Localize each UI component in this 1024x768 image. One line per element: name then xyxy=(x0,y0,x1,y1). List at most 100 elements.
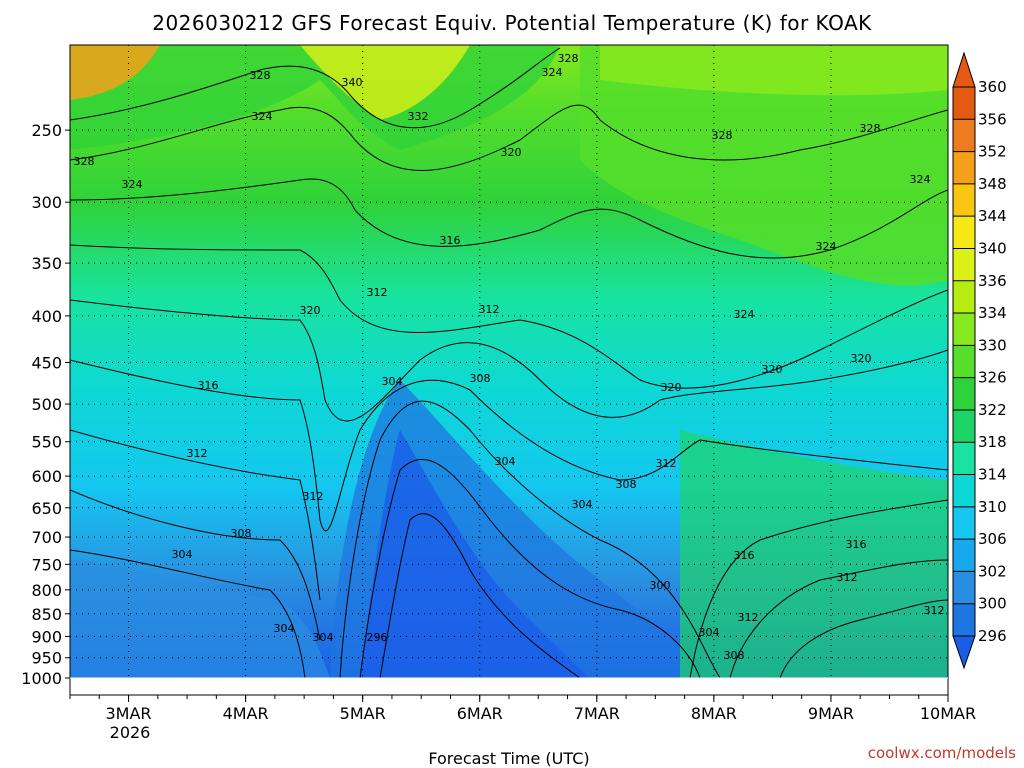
contour-label: 304 xyxy=(495,455,516,468)
x-tick-label: 5MAR xyxy=(340,704,386,723)
contour-label: 320 xyxy=(300,304,321,317)
colorbar-swatch xyxy=(953,248,975,281)
colorbar-swatch xyxy=(953,377,975,410)
y-tick-label: 500 xyxy=(31,395,62,414)
x-tick-label: 9MAR xyxy=(808,704,854,723)
colorbar-label: 360 xyxy=(978,78,1007,96)
colorbar-swatch xyxy=(953,474,975,507)
colorbar-label: 356 xyxy=(978,110,1007,128)
contour-label: 300 xyxy=(650,579,671,592)
colorbar-label: 306 xyxy=(978,530,1007,548)
x-tick-label: 8MAR xyxy=(691,704,737,723)
contour-label: 312 xyxy=(303,490,324,503)
contour-label: 328 xyxy=(74,155,95,168)
colorbar-label: 344 xyxy=(978,207,1007,225)
colorbar-swatch xyxy=(953,345,975,378)
hot-upper-left-region xyxy=(70,45,160,100)
colorbar-label: 318 xyxy=(978,433,1007,451)
colorbar-swatch xyxy=(953,539,975,572)
contour-label: 296 xyxy=(367,631,388,644)
contour-label: 312 xyxy=(187,447,208,460)
contour-lines xyxy=(70,47,948,678)
contour-label: 332 xyxy=(408,110,429,123)
contour-label: 312 xyxy=(367,286,388,299)
colorbar-label: 300 xyxy=(978,595,1007,613)
contour-label: 316 xyxy=(198,379,219,392)
contour-label: 316 xyxy=(440,234,461,247)
contour-label: 304 xyxy=(274,622,295,635)
late-low-region xyxy=(680,430,948,678)
contour-label: 340 xyxy=(342,76,363,89)
chart-title: 2026030212 GFS Forecast Equiv. Potential… xyxy=(152,11,872,35)
y-tick-label: 450 xyxy=(31,353,62,372)
contour-label: 304 xyxy=(382,375,403,388)
grid-lines xyxy=(70,45,949,678)
contour-label: 324 xyxy=(816,240,837,253)
x-tick-label: 6MAR xyxy=(457,704,503,723)
colorbar-label: 310 xyxy=(978,498,1007,516)
colorbar-max-arrow xyxy=(952,51,976,88)
y-tick-label: 900 xyxy=(31,627,62,646)
y-tick-label: 700 xyxy=(31,528,62,547)
contour-label: 304 xyxy=(572,498,593,511)
contour-label: 312 xyxy=(656,457,677,470)
y-tick-label: 750 xyxy=(31,555,62,574)
contour-label: 308 xyxy=(724,649,745,662)
contour-label: 316 xyxy=(734,549,755,562)
contour-label: 320 xyxy=(501,146,522,159)
contour-label: 328 xyxy=(250,69,271,82)
contour-label: 312 xyxy=(924,604,945,617)
contour-label: 324 xyxy=(252,110,273,123)
colorbar-swatch xyxy=(953,571,975,604)
contour-label: 304 xyxy=(313,631,334,644)
colorbar-swatch xyxy=(953,506,975,540)
contour-label: 320 xyxy=(762,363,783,376)
contour-label: 316 xyxy=(846,538,867,551)
colorbar-label: 302 xyxy=(978,562,1007,580)
colorbar: 360 356 352 348 344 340 336 334 330 326 322 318 314 3… xyxy=(952,51,1007,670)
y-tick-label: 300 xyxy=(31,193,62,212)
hot-upper-mid-region xyxy=(300,45,470,120)
y-tick-label: 1000 xyxy=(21,669,62,688)
contour-label: 308 xyxy=(616,478,637,491)
contour-label: 312 xyxy=(479,303,500,316)
contour-label: 324 xyxy=(734,308,755,321)
coldest-air-region xyxy=(360,430,590,678)
x-axis-year-label: 2026 xyxy=(110,723,151,742)
colorbar-swatch xyxy=(953,151,975,184)
colorbar-swatch xyxy=(953,119,975,152)
colorbar-min-arrow xyxy=(952,635,976,670)
contour-label: 308 xyxy=(231,527,252,540)
y-tick-label: 650 xyxy=(31,499,62,518)
contour-label: 304 xyxy=(172,548,193,561)
colorbar-label: 352 xyxy=(978,143,1007,161)
y-tick-label: 550 xyxy=(31,433,62,452)
credit-text: coolwx.com/models xyxy=(868,744,1016,762)
colorbar-label: 336 xyxy=(978,272,1007,290)
contour-label: 324 xyxy=(542,66,563,79)
x-tick-label: 7MAR xyxy=(574,704,620,723)
y-tick-label: 600 xyxy=(31,467,62,486)
colorbar-swatch xyxy=(953,280,975,314)
y-tick-label: 800 xyxy=(31,581,62,600)
x-axis-title: Forecast Time (UTC) xyxy=(428,749,589,768)
y-axis: 250 300 350 400 450 500 550 600 650 700 750 800 850 9… xyxy=(21,121,70,688)
contour-label: 328 xyxy=(712,129,733,142)
contour-label: 308 xyxy=(470,372,491,385)
late-warm-region xyxy=(580,45,948,286)
colorbar-label: 330 xyxy=(978,336,1007,354)
colorbar-swatch xyxy=(953,183,975,217)
y-tick-label: 400 xyxy=(31,307,62,326)
x-tick-label: 3MAR xyxy=(106,704,152,723)
colorbar-label: 326 xyxy=(978,369,1007,387)
low-level-blue-region xyxy=(70,560,330,678)
colorbar-label: 348 xyxy=(978,175,1007,193)
colorbar-swatch xyxy=(953,87,975,120)
y-tick-label: 250 xyxy=(31,121,62,140)
y-tick-label: 350 xyxy=(31,254,62,273)
contour-label: 312 xyxy=(738,611,759,624)
colorbar-label: 296 xyxy=(978,627,1007,645)
